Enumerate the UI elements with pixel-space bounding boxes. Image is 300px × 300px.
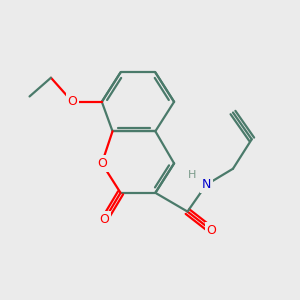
- Text: N: N: [202, 178, 211, 191]
- Text: H: H: [188, 170, 196, 180]
- Text: O: O: [207, 224, 217, 237]
- Text: O: O: [100, 213, 110, 226]
- Text: O: O: [68, 95, 77, 108]
- Text: O: O: [97, 157, 107, 170]
